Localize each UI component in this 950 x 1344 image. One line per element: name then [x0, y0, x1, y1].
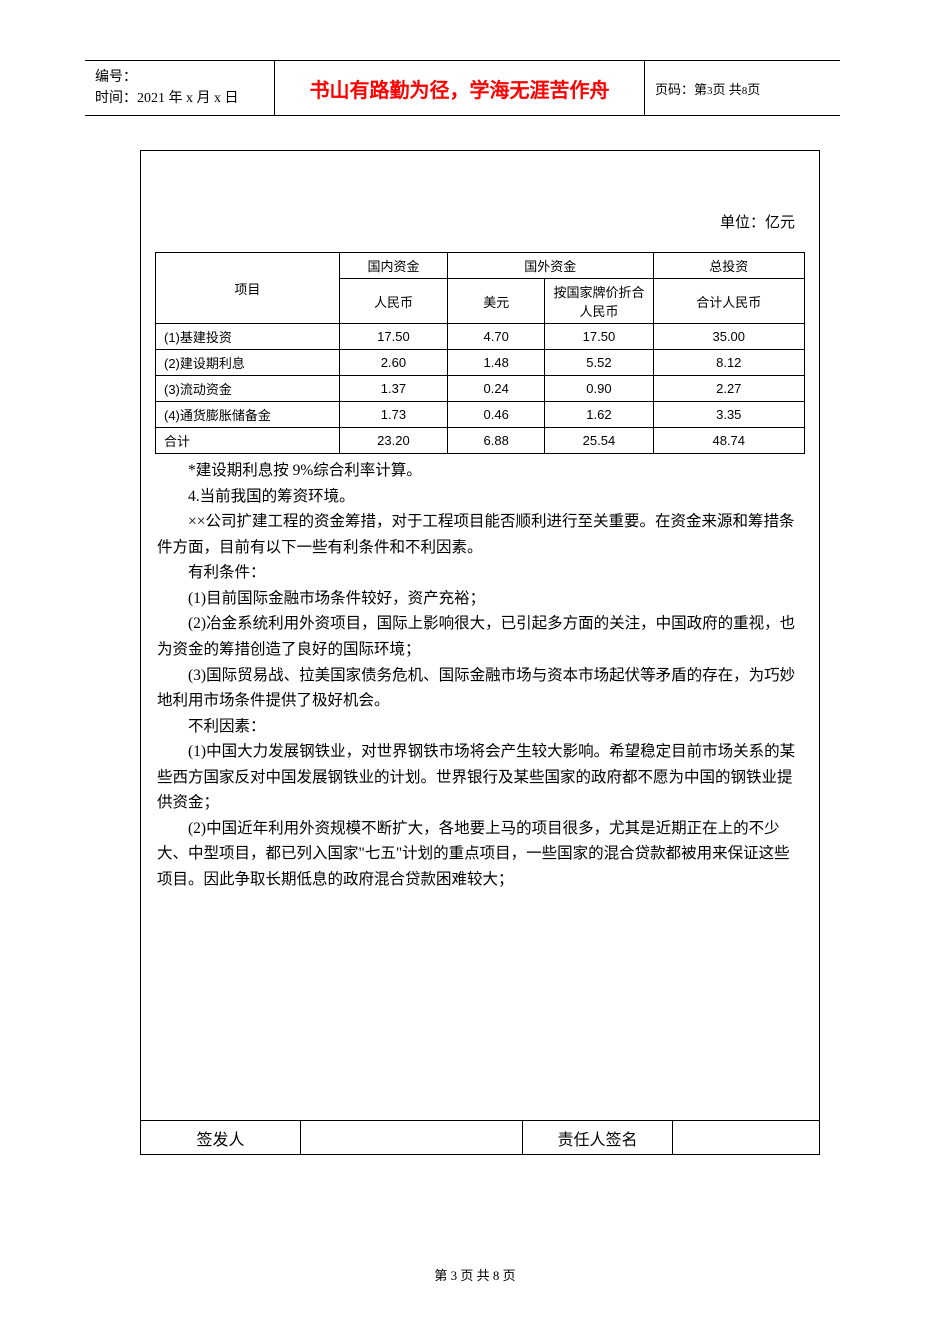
row-label: (3)流动资金: [156, 376, 340, 402]
cell: 0.46: [448, 402, 545, 428]
body-text: *建设期利息按 9%综合利率计算。 4.当前我国的筹资环境。 ××公司扩建工程的…: [155, 458, 805, 893]
doc-time: 时间：2021 年 x 月 x 日: [95, 88, 264, 109]
issuer-value: [301, 1121, 523, 1154]
cell: 1.37: [339, 376, 447, 402]
p12: (2)中国近年利用外资规模不断扩大，各地要上马的项目很多，尤其是近期正在上的不少…: [157, 816, 803, 893]
content-frame: 单位：亿元 项目 国内资金 国外资金 总投资 人民币 美元 按国家牌价折合人民币…: [140, 150, 820, 1155]
row-label: (4)通货膨胀储备金: [156, 402, 340, 428]
cell: 8.12: [653, 350, 804, 376]
cell: 25.54: [545, 428, 653, 454]
cell: 48.74: [653, 428, 804, 454]
responsible-label: 责任人签名: [523, 1121, 673, 1154]
cell: 0.90: [545, 376, 653, 402]
cell: 1.62: [545, 402, 653, 428]
cell: 1.73: [339, 402, 447, 428]
header-page: 页码：第3页 共8页: [645, 61, 840, 115]
note: *建设期利息按 9%综合利率计算。: [157, 458, 803, 484]
row-label: 合计: [156, 428, 340, 454]
col-foreign: 国外资金: [448, 253, 654, 279]
p5: ××公司扩建工程的资金筹措，对于工程项目能否顺利进行至关重要。在资金来源和筹措条…: [157, 509, 803, 560]
cell: 4.70: [448, 324, 545, 350]
investment-table: 项目 国内资金 国外资金 总投资 人民币 美元 按国家牌价折合人民币 合计人民币…: [155, 252, 805, 454]
unit-label: 单位：亿元: [155, 211, 795, 232]
row-label: (1)基建投资: [156, 324, 340, 350]
table-row: (3)流动资金 1.37 0.24 0.90 2.27: [156, 376, 805, 402]
cell: 2.60: [339, 350, 447, 376]
doc-id: 编号：: [95, 67, 264, 88]
p8: (2)冶金系统利用外资项目，国际上影响很大，已引起多方面的关注，中国政府的重视，…: [157, 611, 803, 662]
sign-row: 签发人 责任人签名: [141, 1120, 819, 1154]
cell: 5.52: [545, 350, 653, 376]
p11: (1)中国大力发展钢铁业，对世界钢铁市场将会产生较大影响。希望稳定目前市场关系的…: [157, 739, 803, 816]
sub-rmb: 人民币: [339, 279, 447, 324]
sub-usd: 美元: [448, 279, 545, 324]
col-total: 总投资: [653, 253, 804, 279]
cell: 6.88: [448, 428, 545, 454]
p9: (3)国际贸易战、拉美国家债务危机、国际金融市场与资本市场起伏等矛盾的存在，为巧…: [157, 663, 803, 714]
p4: 4.当前我国的筹资环境。: [157, 484, 803, 510]
cell: 17.50: [339, 324, 447, 350]
cell: 23.20: [339, 428, 447, 454]
header-meta: 编号： 时间：2021 年 x 月 x 日: [85, 61, 275, 115]
footer-page: 第 3 页 共 8 页: [0, 1265, 950, 1284]
table-row: 合计 23.20 6.88 25.54 48.74: [156, 428, 805, 454]
p7: (1)目前国际金融市场条件较好，资产充裕；: [157, 586, 803, 612]
table-row: (2)建设期利息 2.60 1.48 5.52 8.12: [156, 350, 805, 376]
cell: 2.27: [653, 376, 804, 402]
row-label: (2)建设期利息: [156, 350, 340, 376]
cell: 35.00: [653, 324, 804, 350]
cell: 3.35: [653, 402, 804, 428]
p10: 不利因素：: [157, 714, 803, 740]
issuer-label: 签发人: [141, 1121, 301, 1154]
sub-total: 合计人民币: [653, 279, 804, 324]
cell: 0.24: [448, 376, 545, 402]
sub-conv: 按国家牌价折合人民币: [545, 279, 653, 324]
header-title: 书山有路勤为径，学海无涯苦作舟: [285, 74, 634, 103]
responsible-value: [673, 1121, 819, 1154]
cell: 1.48: [448, 350, 545, 376]
cell: 17.50: [545, 324, 653, 350]
table-row: (1)基建投资 17.50 4.70 17.50 35.00: [156, 324, 805, 350]
page-label-prefix: 页码：第: [655, 82, 707, 97]
page-mid: 页 共: [713, 82, 742, 97]
p6: 有利条件：: [157, 560, 803, 586]
header-box: 编号： 时间：2021 年 x 月 x 日 书山有路勤为径，学海无涯苦作舟 页码…: [85, 60, 840, 116]
page-suffix: 页: [747, 82, 760, 97]
header-title-cell: 书山有路勤为径，学海无涯苦作舟: [275, 61, 645, 115]
col-project: 项目: [156, 253, 340, 324]
table-row: (4)通货膨胀储备金 1.73 0.46 1.62 3.35: [156, 402, 805, 428]
col-domestic: 国内资金: [339, 253, 447, 279]
